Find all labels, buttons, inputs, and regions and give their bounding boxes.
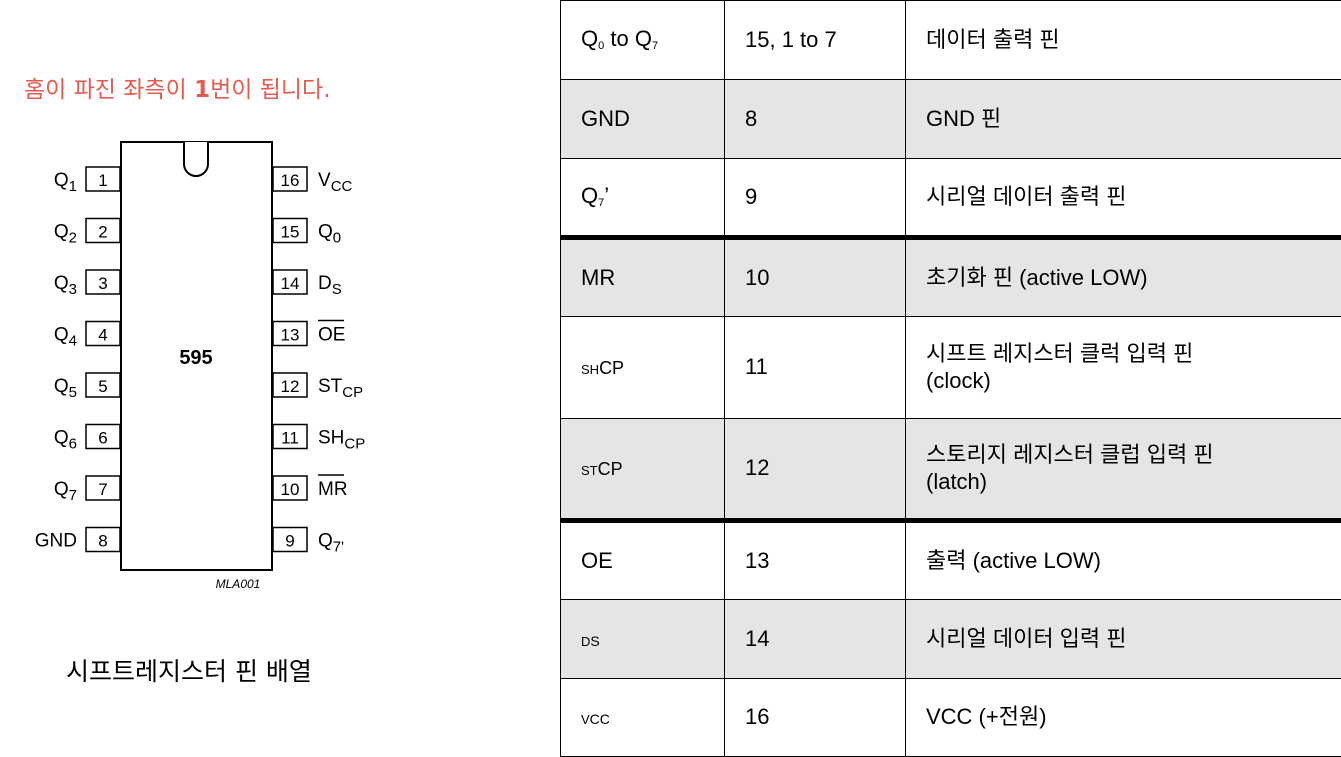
note-suffix: 번이 됩니다. (210, 77, 330, 103)
pin-number-cell: 16 (725, 679, 906, 757)
pin-number-cell: 11 (725, 317, 906, 419)
note-prefix: 홈이 파진 좌측이 (24, 77, 194, 103)
pin-name: MR (318, 479, 348, 500)
right-pin: 9 Q7' (273, 528, 344, 556)
pin-name-cell: Q7’ (561, 159, 725, 238)
pin-number: 8 (98, 532, 107, 551)
pin-name-cell: DS (561, 600, 725, 679)
pin-description-cell: 시리얼 데이터 출력 핀 (906, 159, 1341, 238)
pin-number: 10 (281, 480, 300, 499)
pin-name: Q7' (318, 531, 344, 556)
pin-name: OE (318, 325, 345, 346)
pin-number: 6 (98, 429, 107, 448)
pin-description-cell: 스토리지 레지스터 클럽 입력 핀(latch) (906, 419, 1341, 521)
right-pin: 11 SHCP (273, 425, 365, 453)
pin-number: 11 (281, 429, 299, 448)
left-pin: 7 Q7 (54, 476, 120, 504)
pin-name-cell: Q0 to Q7 (561, 1, 725, 80)
pin-number-cell: 13 (725, 521, 906, 600)
pin-name-cell: SHCP (561, 317, 725, 419)
pin-name: Q0 (318, 222, 341, 247)
left-pin: 6 Q6 (54, 425, 120, 453)
pin-number-cell: 10 (725, 238, 906, 317)
left-pin: 5 Q5 (54, 373, 120, 401)
pin-number-cell: 12 (725, 419, 906, 521)
pin-name: Q3 (54, 273, 77, 298)
pin-name-cell: STCP (561, 419, 725, 521)
pin-description-cell: VCC (+전원) (906, 679, 1341, 757)
chip-code: MLA001 (216, 577, 261, 591)
pin-number: 5 (98, 377, 107, 396)
pin-description-cell: GND 핀 (906, 80, 1341, 159)
pin-number: 9 (285, 532, 294, 551)
pin-number: 4 (98, 326, 107, 345)
right-pin: 14 DS (273, 270, 342, 298)
left-pins: 1 Q1 2 Q2 3 Q3 4 Q4 5 Q5 6 Q6 7 Q7 8 GND (35, 167, 120, 552)
right-pin: 13 OE (273, 321, 345, 346)
pin-name-cell: OE (561, 521, 725, 600)
pin-name: Q2 (54, 222, 77, 247)
left-pin: 2 Q2 (54, 219, 120, 247)
pinout-caption: 시프트레지스터 핀 배열 (66, 652, 312, 688)
pin-name: SHCP (318, 428, 365, 453)
right-pin: 10 MR (273, 475, 348, 500)
pin-number-cell: 8 (725, 80, 906, 159)
pin-number-cell: 9 (725, 159, 906, 238)
pin-number-cell: 15, 1 to 7 (725, 1, 906, 80)
left-pin: 1 Q1 (54, 167, 120, 195)
pin-name: DS (318, 273, 342, 298)
pin-number: 1 (98, 171, 107, 190)
pin-name: Q1 (54, 170, 77, 195)
pin-name-cell: MR (561, 238, 725, 317)
pin-number-cell: 14 (725, 600, 906, 679)
pin-name: VCC (318, 170, 353, 195)
pin-name-cell: VCC (561, 679, 725, 757)
left-pin: 8 GND (35, 528, 120, 552)
pin-name: Q5 (54, 376, 77, 401)
pin-number: 14 (281, 274, 300, 293)
chip-notch (184, 142, 208, 176)
pin-name: STCP (318, 376, 363, 401)
ic-pinout-diagram: 595 MLA001 1 Q1 2 Q2 3 Q3 4 Q4 5 Q5 6 Q6 7 Q7 8 GND 16 V… (0, 120, 420, 600)
left-pin: 3 Q3 (54, 270, 120, 298)
pin-name: Q6 (54, 428, 77, 453)
pin-description-cell: 데이터 출력 핀 (906, 1, 1341, 80)
pin-description-cell: 시리얼 데이터 입력 핀 (906, 600, 1341, 679)
pin1-note: 홈이 파진 좌측이 1번이 됩니다. (24, 70, 331, 104)
pin-description-cell: 초기화 핀 (active LOW) (906, 238, 1341, 317)
pin-number: 3 (98, 274, 107, 293)
pin-number: 16 (281, 171, 300, 190)
right-pins: 16 VCC 15 Q0 14 DS 13 OE 12 STCP 11 SHCP 10 MR 9 Q7' (273, 167, 365, 556)
pin-number: 13 (281, 326, 300, 345)
pin-name: Q7 (54, 479, 77, 504)
pin-name: Q4 (54, 325, 77, 350)
pin-number: 7 (98, 480, 107, 499)
chip-label: 595 (179, 347, 212, 369)
pin-description-cell: 출력 (active LOW) (906, 521, 1341, 600)
pin-description-cell: 시프트 레지스터 클럭 입력 핀(clock) (906, 317, 1341, 419)
pin-number: 2 (98, 223, 107, 242)
pin-name-cell: GND (561, 80, 725, 159)
pin-number: 12 (281, 377, 300, 396)
pin-number: 15 (281, 223, 300, 242)
right-pin: 12 STCP (273, 373, 363, 401)
note-number: 1 (194, 77, 210, 103)
right-pin: 16 VCC (273, 167, 353, 195)
right-pin: 15 Q0 (273, 219, 341, 247)
left-pin: 4 Q4 (54, 322, 120, 350)
pin-name: GND (35, 531, 77, 552)
